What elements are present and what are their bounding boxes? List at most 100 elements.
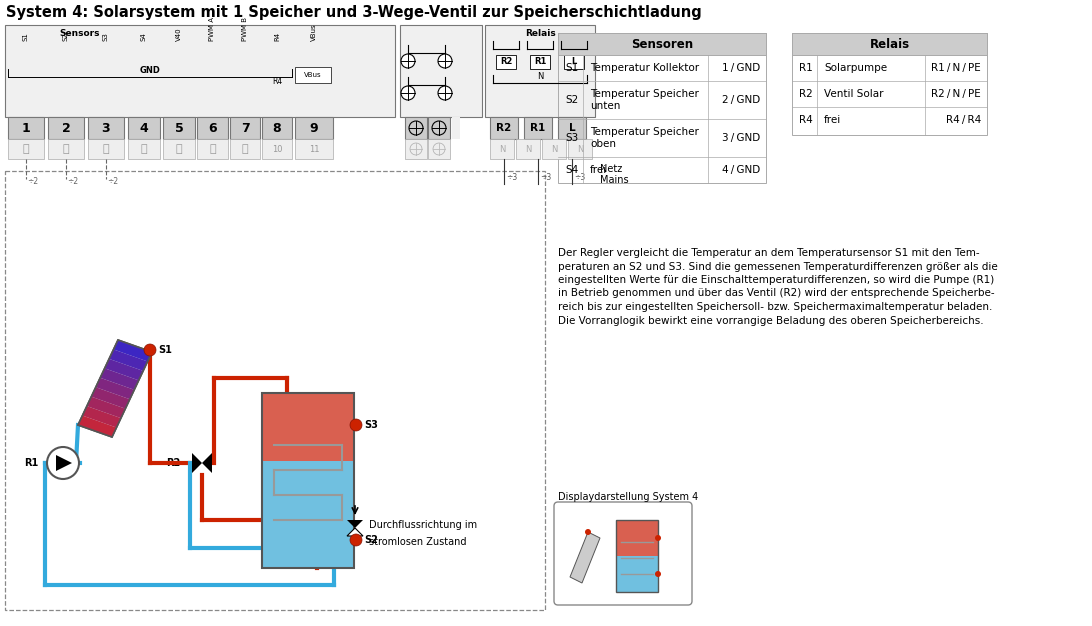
Text: Durchflussrichtung im: Durchflussrichtung im: [369, 520, 477, 530]
Text: S2: S2: [63, 33, 69, 41]
Bar: [295, 117, 333, 139]
Text: R4: R4: [272, 77, 282, 86]
Bar: [163, 139, 195, 159]
Text: L: L: [569, 123, 575, 133]
Circle shape: [432, 121, 446, 135]
Text: ⏚: ⏚: [241, 144, 248, 154]
Text: Netz: Netz: [600, 164, 622, 174]
Polygon shape: [202, 453, 212, 473]
Text: S4: S4: [141, 33, 147, 41]
Bar: [128, 117, 161, 139]
Bar: [490, 117, 518, 139]
Polygon shape: [100, 368, 139, 390]
Bar: [262, 139, 292, 159]
Text: 4: 4: [140, 121, 149, 135]
Text: S3: S3: [364, 420, 378, 430]
Bar: [5, 171, 545, 610]
Text: R1: R1: [531, 123, 546, 133]
Text: N: N: [499, 145, 506, 153]
Text: R4 / R4: R4 / R4: [946, 115, 981, 125]
Circle shape: [144, 344, 156, 356]
Text: R2 / N / PE: R2 / N / PE: [931, 89, 981, 99]
Text: eingestellten Werte für die Einschalttemperaturdifferenzen, so wird die Pumpe (R: eingestellten Werte für die Einschalttem…: [558, 275, 994, 285]
Polygon shape: [105, 359, 143, 381]
Text: 11: 11: [309, 145, 319, 153]
Bar: [5, 25, 395, 117]
Polygon shape: [82, 406, 121, 428]
Bar: [295, 139, 333, 159]
Text: 10: 10: [272, 145, 282, 153]
Text: Der Regler vergleicht die Temperatur an dem Temperatursensor S1 mit den Tem-: Der Regler vergleicht die Temperatur an …: [558, 248, 980, 258]
Polygon shape: [92, 387, 130, 409]
Text: ⏚: ⏚: [210, 144, 216, 154]
Bar: [262, 393, 354, 461]
Bar: [230, 117, 260, 139]
Bar: [197, 139, 228, 159]
Polygon shape: [192, 453, 202, 473]
Bar: [452, 117, 460, 139]
Bar: [88, 139, 124, 159]
Text: PWM A: PWM A: [210, 17, 215, 41]
Text: S1: S1: [565, 63, 579, 73]
Text: ⏚: ⏚: [141, 144, 147, 154]
Text: N: N: [537, 72, 543, 81]
Text: V40: V40: [176, 28, 182, 41]
Bar: [496, 55, 517, 69]
Polygon shape: [347, 528, 363, 536]
Text: Relais: Relais: [869, 38, 910, 51]
Text: reich bis zur eingestellten Speichersoll- bzw. Speichermaximaltemperatur beladen: reich bis zur eingestellten Speichersoll…: [558, 302, 993, 312]
Circle shape: [410, 121, 423, 135]
Text: 9: 9: [310, 121, 318, 135]
Bar: [490, 139, 514, 159]
Text: 7: 7: [240, 121, 249, 135]
Text: ⏚: ⏚: [176, 144, 182, 154]
Bar: [262, 461, 354, 568]
Text: ⏚: ⏚: [23, 144, 29, 154]
Bar: [530, 55, 550, 69]
Text: N: N: [525, 145, 531, 153]
Bar: [558, 33, 765, 183]
Circle shape: [655, 535, 661, 541]
Bar: [616, 556, 658, 592]
Text: R2: R2: [799, 89, 812, 99]
FancyBboxPatch shape: [554, 502, 692, 605]
Text: R2: R2: [500, 58, 512, 66]
Text: ÷2: ÷2: [27, 177, 38, 186]
Text: ÷2: ÷2: [67, 177, 79, 186]
Text: Temperatur Speicher
unten: Temperatur Speicher unten: [590, 89, 699, 111]
Bar: [163, 117, 195, 139]
Polygon shape: [96, 377, 134, 399]
Bar: [524, 117, 551, 139]
Bar: [8, 139, 44, 159]
Bar: [197, 117, 228, 139]
Text: S3: S3: [565, 133, 579, 143]
Polygon shape: [78, 340, 152, 437]
Text: Sensors: Sensors: [60, 29, 100, 38]
Text: in Betrieb genommen und über das Ventil (R2) wird der entsprechende Speicherbe-: in Betrieb genommen und über das Ventil …: [558, 289, 995, 299]
Text: GND: GND: [140, 66, 161, 75]
Text: frei: frei: [590, 165, 607, 175]
Bar: [128, 139, 161, 159]
Bar: [428, 139, 450, 159]
Bar: [295, 67, 331, 83]
Text: S1: S1: [23, 32, 29, 41]
Circle shape: [434, 143, 446, 155]
Text: peraturen an S2 und S3. Sind die gemessenen Temperaturdifferenzen größer als die: peraturen an S2 und S3. Sind die gemesse…: [558, 262, 998, 272]
Text: Temperatur Kollektor: Temperatur Kollektor: [590, 63, 699, 73]
Text: N: N: [550, 145, 557, 153]
Bar: [558, 33, 765, 55]
Polygon shape: [87, 397, 126, 418]
Text: ⏚: ⏚: [62, 144, 69, 154]
Polygon shape: [570, 532, 600, 583]
Text: 5: 5: [175, 121, 183, 135]
Text: R1: R1: [534, 58, 546, 66]
Bar: [405, 139, 427, 159]
Text: ⏚: ⏚: [103, 144, 109, 154]
Circle shape: [401, 86, 415, 100]
Text: ÷3: ÷3: [541, 173, 551, 182]
Text: Mains: Mains: [600, 175, 629, 185]
Text: Relais: Relais: [524, 29, 556, 38]
Text: R2: R2: [497, 123, 512, 133]
Bar: [616, 520, 658, 592]
Bar: [542, 139, 566, 159]
